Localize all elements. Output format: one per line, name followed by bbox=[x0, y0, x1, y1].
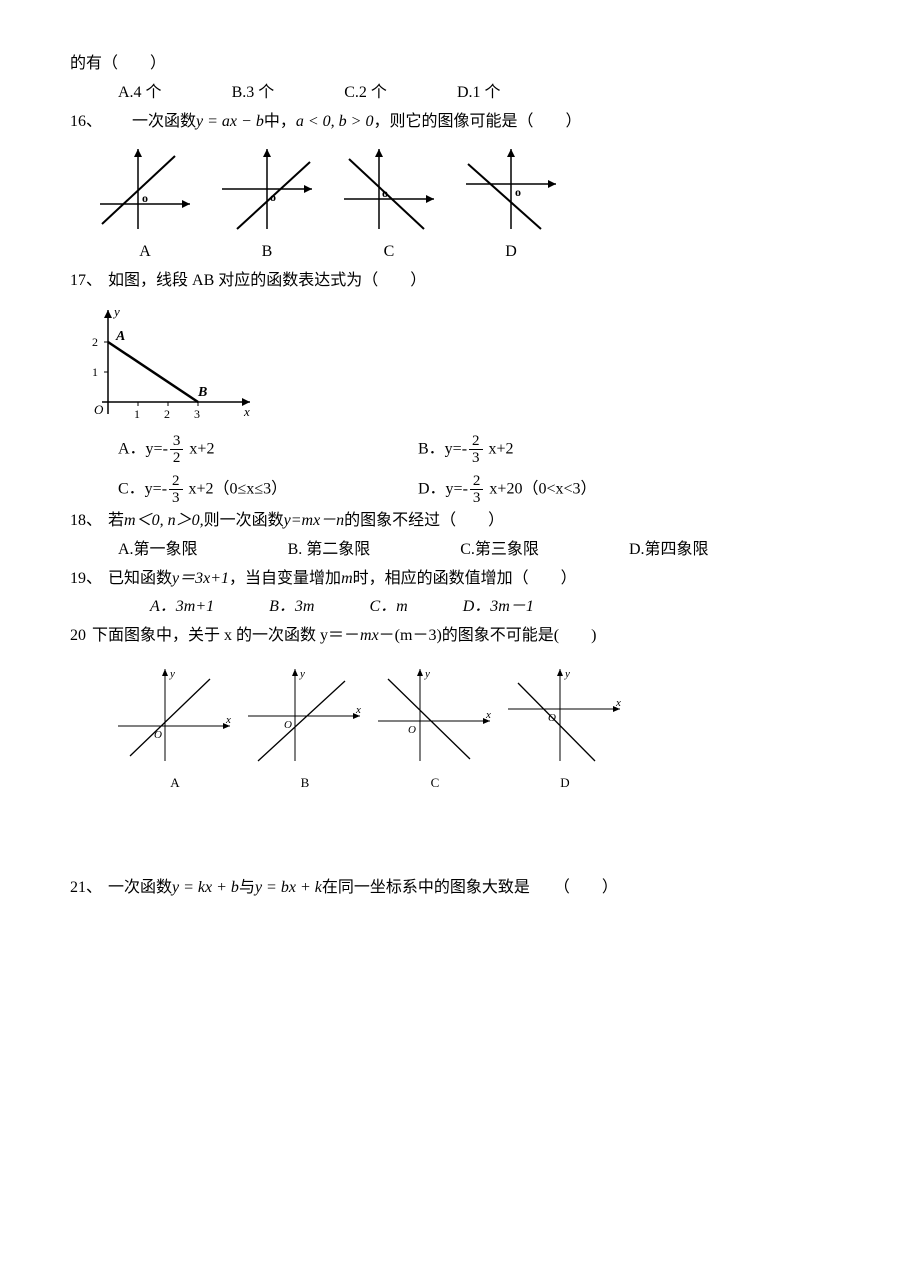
q21-mid: 与 bbox=[239, 874, 255, 903]
q16-mid: 中， bbox=[264, 108, 296, 137]
q16-cond: a < 0, b > 0 bbox=[296, 108, 374, 137]
q19-eq: y＝3x+1 bbox=[172, 565, 229, 594]
q16-label-d: D bbox=[456, 238, 566, 267]
q20: 20 下面图象中，关于 x 的一次函数 y＝－ mx －(m－3)的图象不可能是… bbox=[70, 622, 850, 651]
svg-text:x: x bbox=[485, 709, 491, 721]
q17-xlabel: x bbox=[243, 404, 250, 419]
svg-text:1: 1 bbox=[92, 365, 98, 379]
q16-labels: A B C D bbox=[70, 238, 850, 267]
q18-options: A.第一象限 B. 第二象限 C.第三象限 D.第四象限 bbox=[70, 536, 850, 565]
q17-opt-b: B．y=-23 x+2 bbox=[418, 433, 698, 467]
q20-num: 20 bbox=[70, 622, 86, 651]
svg-text:3: 3 bbox=[194, 407, 200, 421]
q19-opt-a: A．3m+1 bbox=[150, 593, 214, 622]
q20-graph-c: y x O C bbox=[370, 661, 500, 794]
svg-text:x: x bbox=[615, 697, 621, 709]
top-options: A.4 个 B.3 个 C.2 个 D.1 个 bbox=[70, 79, 850, 108]
q19-pre: 已知函数 bbox=[108, 565, 172, 594]
q17-opt-c: C．y=-23 x+2（0≤x≤3） bbox=[118, 473, 398, 507]
svg-text:2: 2 bbox=[92, 335, 98, 349]
svg-text:o: o bbox=[515, 185, 521, 199]
q18: 18、 若 m＜0, n＞0, 则一次函数 y=mx－n 的图象不经过（ ） bbox=[70, 507, 850, 536]
svg-text:2: 2 bbox=[164, 407, 170, 421]
q19: 19、 已知函数 y＝3x+1 ，当自变量增加 m 时，相应的函数值增加（ ） bbox=[70, 565, 850, 594]
q17-ylabel: y bbox=[112, 304, 120, 319]
q16-tail: ，则它的图像可能是（ ） bbox=[373, 108, 581, 137]
q17-origin: O bbox=[94, 402, 104, 417]
q16-graph-d: o bbox=[456, 144, 566, 234]
q18-opt-d: D.第四象限 bbox=[629, 536, 709, 565]
q18-opt-b: B. 第二象限 bbox=[288, 536, 371, 565]
q16-graphs: o o o o bbox=[70, 144, 850, 234]
q20-graph-d: y x O D bbox=[500, 661, 630, 794]
q19-num: 19、 bbox=[70, 565, 102, 594]
svg-text:y: y bbox=[564, 668, 570, 680]
svg-text:y: y bbox=[299, 668, 305, 680]
svg-text:O: O bbox=[408, 724, 416, 736]
q21-eq1: y = kx + b bbox=[172, 874, 239, 903]
q16-label-b: B bbox=[212, 238, 322, 267]
q18-num: 18、 bbox=[70, 507, 102, 536]
q17-opt-a: A．y=-32 x+2 bbox=[118, 433, 398, 467]
q19-tail: 时，相应的函数值增加（ ） bbox=[353, 565, 577, 594]
q21-eq2: y = bx + k bbox=[255, 874, 322, 903]
q18-pre: 若 bbox=[108, 507, 124, 536]
q19-opt-c: C．m bbox=[369, 593, 407, 622]
svg-text:o: o bbox=[142, 191, 148, 205]
svg-text:O: O bbox=[154, 729, 162, 741]
svg-text:1: 1 bbox=[134, 407, 140, 421]
q17-text: 如图，线段 AB 对应的函数表达式为（ ） bbox=[108, 267, 426, 296]
top-opt-b: B.3 个 bbox=[232, 79, 275, 108]
q18-opt-c: C.第三象限 bbox=[460, 536, 539, 565]
q16-num: 16、 bbox=[70, 108, 102, 137]
q17-num: 17、 bbox=[70, 267, 102, 296]
q16-prefix: 一次函数 bbox=[132, 108, 196, 137]
q20-mid: －(m－3)的图象不可能是( ) bbox=[379, 622, 597, 651]
q19-opt-d: D．3m－1 bbox=[463, 593, 534, 622]
q19-mid: ，当自变量增加 bbox=[229, 565, 341, 594]
q21: 21、 一次函数 y = kx + b 与 y = bx + k 在同一坐标系中… bbox=[70, 874, 850, 903]
q16-graph-c: o bbox=[334, 144, 444, 234]
q16-label-c: C bbox=[334, 238, 444, 267]
top-opt-c: C.2 个 bbox=[344, 79, 387, 108]
q18-mid: 则一次函数 bbox=[204, 507, 284, 536]
q18-opt-a: A.第一象限 bbox=[118, 536, 198, 565]
q16-graph-b: o bbox=[212, 144, 322, 234]
q21-num: 21、 bbox=[70, 874, 102, 903]
q20-graph-b: y x O B bbox=[240, 661, 370, 794]
q18-tail: 的图象不经过（ ） bbox=[344, 507, 504, 536]
q18-eq: y=mx－n bbox=[284, 507, 345, 536]
svg-text:x: x bbox=[225, 714, 231, 726]
q19-opt-b: B．3m bbox=[269, 593, 314, 622]
q20-graph-a: y x O A bbox=[110, 661, 240, 794]
q17-options: A．y=-32 x+2 B．y=-23 x+2 C．y=-23 x+2（0≤x≤… bbox=[70, 433, 850, 507]
q17-graph: y x O 1 2 3 1 2 A B bbox=[80, 302, 850, 427]
q16-graph-a: o bbox=[90, 144, 200, 234]
q18-cond: m＜0, n＞0, bbox=[124, 507, 204, 536]
q16-label-a: A bbox=[90, 238, 200, 267]
q16: 16、 一次函数 y = ax − b 中， a < 0, b > 0 ，则它的… bbox=[70, 108, 850, 137]
q20-mx: mx bbox=[360, 622, 379, 651]
q19-options: A．3m+1 B．3m C．m D．3m－1 bbox=[70, 593, 850, 622]
top-opt-d: D.1 个 bbox=[457, 79, 501, 108]
svg-text:x: x bbox=[355, 704, 361, 716]
svg-text:A: A bbox=[115, 329, 125, 344]
q21-pre: 一次函数 bbox=[108, 874, 172, 903]
q21-tail: 在同一坐标系中的图象大致是 （ ） bbox=[322, 874, 618, 903]
svg-text:y: y bbox=[424, 668, 430, 680]
q16-eq: y = ax − b bbox=[196, 108, 264, 137]
q20-pre: 下面图象中，关于 x 的一次函数 y＝－ bbox=[92, 622, 360, 651]
q17-opt-d: D．y=-23 x+20（0<x<3） bbox=[418, 473, 698, 507]
q20-graphs: y x O A y x O B y x O C y x O D bbox=[70, 661, 850, 794]
q19-m: m bbox=[341, 565, 353, 594]
top-opt-a: A.4 个 bbox=[118, 79, 162, 108]
top-fragment: 的有（ ） bbox=[70, 50, 850, 79]
svg-text:O: O bbox=[284, 719, 292, 731]
top-text: 的有（ ） bbox=[70, 50, 166, 79]
svg-text:B: B bbox=[197, 385, 207, 400]
svg-text:y: y bbox=[169, 668, 175, 680]
q17: 17、 如图，线段 AB 对应的函数表达式为（ ） bbox=[70, 267, 850, 296]
